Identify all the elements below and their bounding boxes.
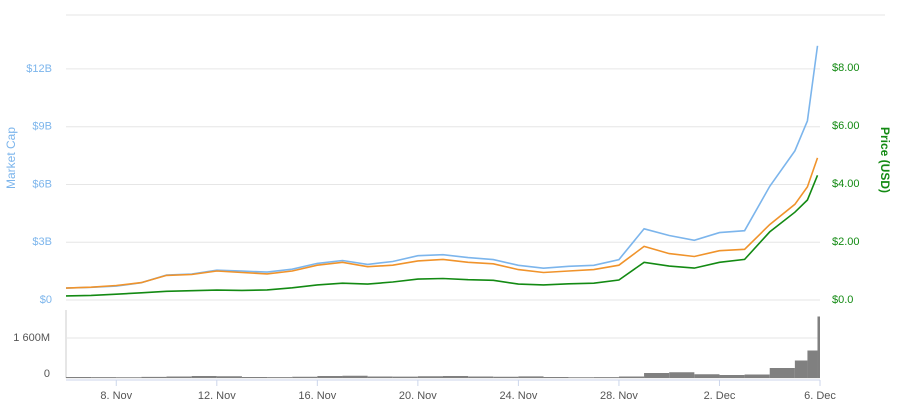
volume-bar xyxy=(769,368,795,378)
volume-bar xyxy=(116,377,142,378)
y2-axis-title: Price (USD) xyxy=(878,127,892,193)
y-tick-label: $0 xyxy=(40,294,52,306)
x-tick-label: 2. Dec xyxy=(704,390,736,402)
volume-bar xyxy=(807,350,818,378)
volume-bar xyxy=(493,376,519,378)
volume-bar xyxy=(91,377,117,378)
x-tick-label: 28. Nov xyxy=(600,390,638,402)
volume-bar xyxy=(241,377,268,378)
volume-bar xyxy=(468,376,494,378)
volume-bar xyxy=(367,376,393,378)
volume-bar xyxy=(191,376,217,378)
volume-bar xyxy=(593,377,619,378)
volume-bar xyxy=(292,376,318,378)
volume-bar xyxy=(518,376,544,378)
volume-bar xyxy=(392,376,418,378)
series-line xyxy=(65,157,819,289)
volume-bar xyxy=(543,377,569,378)
y2-tick-label: $6.00 xyxy=(832,120,860,132)
volume-bar xyxy=(744,374,770,378)
volume-bar xyxy=(317,376,343,378)
volume-bar xyxy=(669,372,695,378)
x-tick-label: 8. Nov xyxy=(100,390,132,402)
volume-bar xyxy=(166,376,192,378)
x-tick-label: 12. Nov xyxy=(198,390,236,402)
volume-bar xyxy=(267,377,293,378)
y-tick-label: $3B xyxy=(32,236,52,248)
y-tick-label: $6B xyxy=(32,178,52,190)
volume-bar xyxy=(694,374,720,378)
volume-bar xyxy=(141,376,167,378)
volume-bar xyxy=(719,375,745,378)
volume-bar xyxy=(417,376,443,378)
y-tick-label: $9B xyxy=(32,121,52,133)
volume-bar xyxy=(644,373,670,378)
volume-bar xyxy=(794,360,808,378)
volume-bar xyxy=(342,375,368,378)
x-tick-label: 20. Nov xyxy=(399,390,437,402)
series-line xyxy=(65,45,819,289)
y2-tick-label: $4.00 xyxy=(832,178,860,190)
y-axis-title: Market Cap xyxy=(4,127,18,189)
series-line xyxy=(65,174,819,297)
x-tick-label: 24. Nov xyxy=(499,390,537,402)
volume-bar xyxy=(817,316,820,378)
y2-tick-label: $8.00 xyxy=(832,62,860,74)
volume-bar xyxy=(443,376,469,378)
volume-bar xyxy=(618,376,645,378)
y-tick-label: 0 xyxy=(44,368,50,380)
volume-bar xyxy=(216,376,242,378)
y2-tick-label: $0.0 xyxy=(832,294,853,306)
x-tick-label: 6. Dec xyxy=(804,390,836,402)
y-tick-label: $12B xyxy=(26,63,52,75)
volume-bar xyxy=(66,377,92,378)
x-tick-label: 16. Nov xyxy=(298,390,336,402)
y-tick-label: 1 600M xyxy=(13,332,50,344)
volume-bar xyxy=(568,377,594,378)
y2-tick-label: $2.00 xyxy=(832,236,860,248)
